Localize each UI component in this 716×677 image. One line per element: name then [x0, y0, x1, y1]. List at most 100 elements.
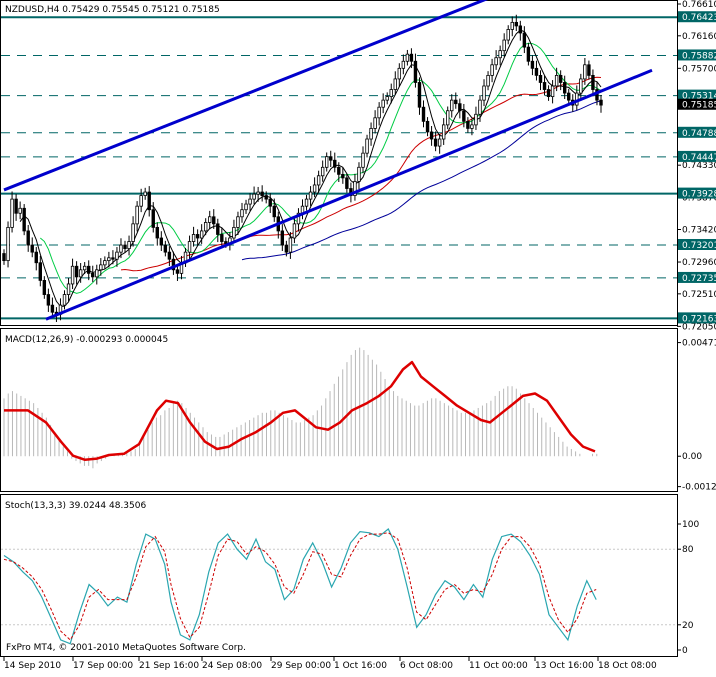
candle-body — [256, 191, 260, 195]
candle-body — [171, 258, 176, 271]
macd-layer: 0.00471 0.00 -0.00126 — [3, 339, 716, 493]
level-label: 0.76423 — [682, 13, 716, 23]
candle-body — [425, 120, 430, 133]
candle-body — [264, 195, 268, 200]
candle-body — [260, 191, 264, 196]
price-panel-frame — [0, 0, 678, 326]
candle-body — [490, 64, 494, 76]
candle-body — [345, 177, 349, 189]
candle-body — [583, 64, 587, 80]
candle-body — [333, 159, 337, 168]
candle-body — [248, 198, 252, 205]
candle-body — [482, 85, 486, 101]
stoch-signal-line — [3, 532, 597, 641]
candle-body — [454, 99, 458, 105]
candle-body — [393, 78, 397, 90]
candle-body — [280, 230, 285, 246]
candle-body — [95, 269, 99, 278]
candle-body — [381, 99, 385, 108]
candle-body — [38, 262, 43, 281]
level-label: 0.75314 — [682, 92, 716, 102]
ma-fast-line — [39, 42, 602, 294]
candle-body — [268, 198, 272, 207]
candle-body — [22, 207, 26, 232]
candle-body — [433, 138, 438, 147]
candle-body — [252, 193, 256, 200]
stoch-main-line — [3, 528, 597, 645]
x-tick-label: 1 Oct 16:00 — [334, 661, 387, 671]
candle-body — [554, 75, 559, 87]
candle-body — [353, 181, 357, 196]
current-price-bg — [678, 98, 716, 110]
candle-body — [510, 21, 514, 30]
candle-body — [550, 85, 555, 98]
candle-body — [450, 99, 454, 112]
candle-body — [506, 29, 510, 41]
candle-body — [385, 96, 389, 101]
level-label-bg — [678, 187, 716, 199]
candle-body — [135, 205, 139, 225]
candle-body — [70, 265, 75, 285]
level-label: 0.75882 — [682, 51, 716, 61]
level-label-bg — [678, 271, 716, 283]
macd-panel-frame — [0, 328, 678, 492]
candle-body — [413, 60, 418, 83]
candle-body — [199, 230, 204, 239]
x-axis: 14 Sep 2010 17 Sep 00:00 21 Sep 16:00 24 Se… — [3, 657, 657, 671]
candle-body — [304, 198, 309, 207]
price-tick-label: 0.75700 — [682, 64, 716, 74]
candle-body — [212, 216, 216, 225]
candle-body — [458, 103, 462, 112]
copyright-text: FxPro MT4, © 2001-2010 MetaQuotes Softwa… — [6, 643, 246, 653]
candle-body — [401, 60, 406, 69]
candle-body — [558, 75, 563, 83]
candle-body — [329, 156, 333, 161]
price-layer: 0.766100.761600.757000.752500.747800.743… — [1, 0, 716, 332]
level-label-bg — [678, 150, 716, 162]
candle-body — [103, 260, 107, 266]
candle-body — [244, 203, 248, 211]
stoch-tick-label: 100 — [682, 520, 699, 530]
candle-body — [224, 241, 228, 245]
candle-body — [159, 237, 164, 246]
candle-body — [575, 92, 579, 106]
candle-body — [466, 120, 470, 129]
candle-body — [389, 89, 393, 98]
candle-body — [361, 152, 365, 168]
candle-body — [316, 175, 321, 186]
candle-body — [232, 226, 236, 239]
candle-body — [46, 294, 51, 306]
candle-body — [62, 294, 67, 306]
price-tick-label: 0.74330 — [682, 161, 716, 171]
candle-body — [87, 265, 91, 274]
candle-body — [143, 191, 147, 196]
level-label-bg — [678, 49, 716, 61]
candle-body — [514, 21, 518, 27]
candle-body — [139, 195, 143, 207]
candle-body — [99, 264, 103, 271]
x-tick-label: 24 Sep 08:00 — [202, 661, 262, 671]
candle-body — [518, 25, 523, 34]
candle-body — [486, 75, 490, 87]
candle-body — [546, 89, 551, 98]
candle-body — [538, 75, 543, 83]
x-tick-label: 6 Oct 08:00 — [400, 661, 453, 671]
candle-body — [312, 184, 317, 193]
x-tick-label: 21 Sep 16:00 — [139, 661, 199, 671]
candle-body — [405, 53, 410, 62]
candle-body — [187, 241, 192, 253]
level-label-bg — [678, 312, 716, 324]
level-label-bg — [678, 11, 716, 23]
x-tick-label: 14 Sep 2010 — [4, 661, 61, 671]
candle-body — [474, 113, 478, 126]
price-tick-label: 0.72050 — [682, 322, 716, 332]
chart-title: NZDUSD,H4 0.75429 0.75545 0.75121 0.7518… — [5, 5, 220, 15]
candle-body — [409, 53, 414, 62]
stoch-tick-label: 0 — [682, 646, 688, 656]
candle-body — [240, 209, 244, 218]
candle-body — [34, 251, 38, 264]
candle-body — [502, 39, 506, 52]
candle-body — [357, 166, 361, 182]
candle-body — [341, 173, 345, 179]
